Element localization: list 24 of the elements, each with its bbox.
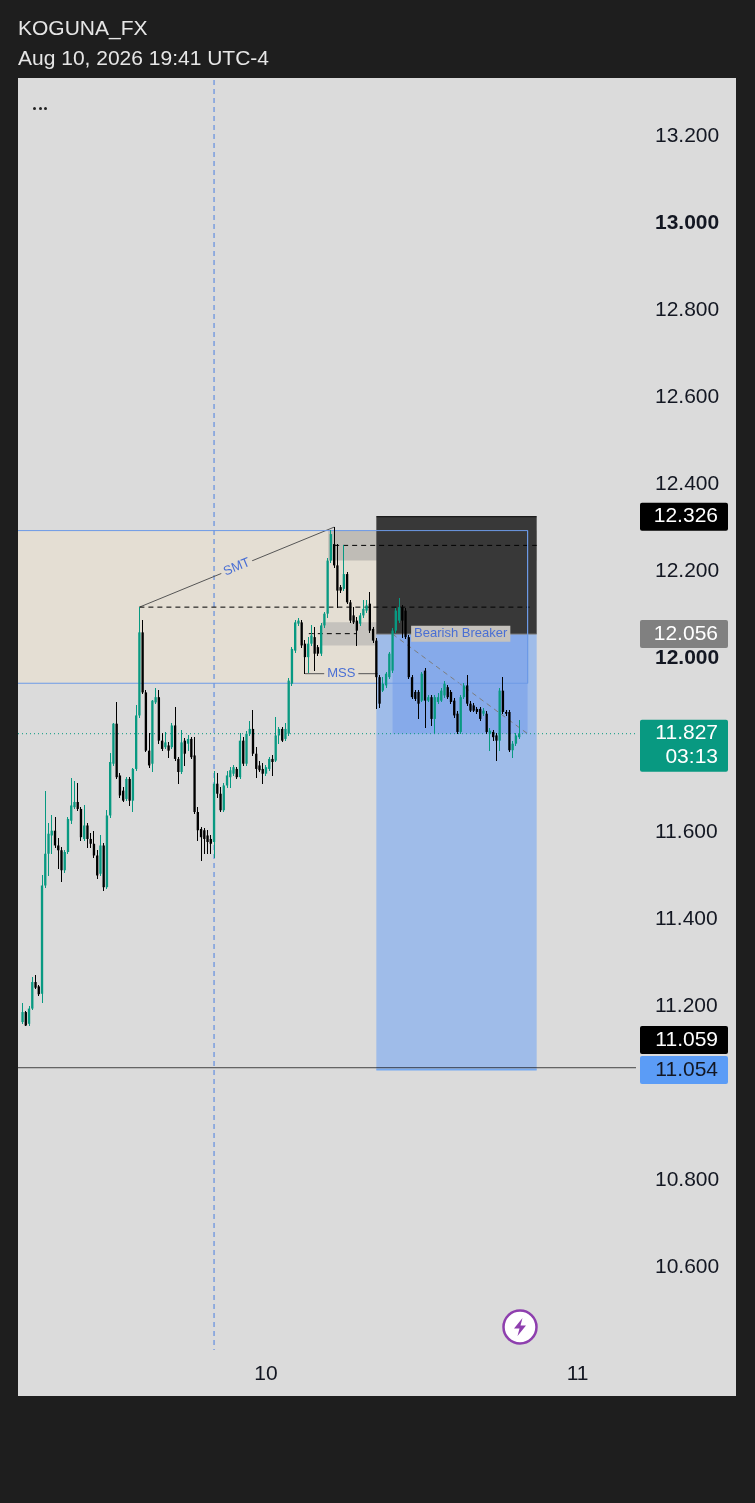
- y-tick-label: 12.056: [653, 620, 718, 644]
- y-tick-label: 12.000: [655, 645, 720, 669]
- y-tick-label: 11.200: [655, 993, 718, 1017]
- y-tick-label: 12.400: [655, 471, 720, 495]
- annotation: SMT: [220, 554, 252, 579]
- y-tick-label: 13.000: [655, 210, 720, 234]
- y-tick-label: 12.600: [655, 384, 720, 408]
- y-tick-label: 13.200: [655, 123, 720, 147]
- y-tick-label: 12.326: [653, 503, 718, 527]
- chart-title: KOGUNA_FX: [18, 15, 148, 41]
- ref-line-label: 11.827 03:13: [655, 720, 718, 768]
- y-tick-label: 10.600: [655, 1254, 720, 1278]
- x-tick-label: 11: [566, 1361, 589, 1385]
- y-tick-label: 11.600: [655, 819, 718, 843]
- y-tick-label: 12.800: [655, 297, 720, 321]
- annotation: Bearish Breaker: [414, 625, 508, 641]
- chart-subtitle: Aug 10, 2026 19:41 UTC-4: [18, 45, 269, 71]
- y-tick-label: 12.200: [655, 558, 720, 582]
- y-tick-label: 11.400: [655, 906, 718, 930]
- y-tick-label: 11.054: [655, 1056, 719, 1080]
- y-tick-label: 10.800: [655, 1167, 720, 1191]
- annotation: MSS: [327, 665, 356, 681]
- x-tick-label: 10: [254, 1361, 278, 1385]
- ref-line-label: 11.059: [655, 1026, 718, 1050]
